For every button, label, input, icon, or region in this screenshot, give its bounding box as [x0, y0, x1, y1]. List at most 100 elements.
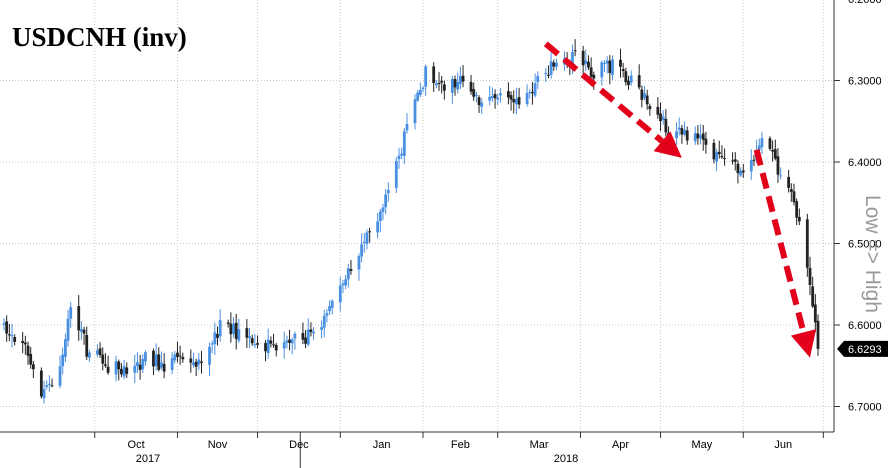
- candle-body: [104, 364, 107, 366]
- candle-body: [664, 118, 668, 133]
- candle-body: [507, 91, 510, 98]
- candle-body: [29, 353, 33, 365]
- candle-body: [197, 359, 201, 365]
- candle-body: [627, 80, 630, 86]
- candle-body: [432, 66, 436, 84]
- x-year-label: 2018: [554, 453, 578, 465]
- candle-body: [693, 133, 697, 142]
- candle-body: [424, 66, 428, 87]
- candle-body: [605, 60, 609, 64]
- axes: [0, 0, 840, 468]
- candle-body: [472, 89, 476, 97]
- candle-body: [544, 72, 548, 74]
- candle-body: [154, 354, 158, 366]
- candle-body: [138, 364, 142, 370]
- candle-body: [7, 334, 11, 336]
- trend-arrow-shaft: [753, 149, 807, 334]
- candle-body: [141, 359, 145, 370]
- candle-body: [136, 362, 139, 367]
- candle-body: [274, 344, 278, 351]
- candle-body: [696, 133, 700, 139]
- candle-body: [386, 189, 390, 194]
- candle-body: [789, 189, 793, 192]
- candle-body: [421, 87, 425, 90]
- candle-body: [61, 354, 65, 367]
- candle-body: [133, 365, 137, 373]
- candle-body: [272, 344, 275, 346]
- candle-body: [264, 343, 267, 352]
- candle-body: [581, 50, 585, 66]
- candle-body: [704, 138, 708, 145]
- candle-body: [461, 75, 465, 82]
- candle-body: [96, 350, 99, 355]
- y-tick-label: 6.2000: [848, 0, 882, 6]
- candle-body: [717, 151, 721, 155]
- candle-body: [488, 96, 492, 101]
- candle-body: [42, 388, 46, 399]
- candle-body: [760, 138, 764, 148]
- candle-body: [741, 170, 745, 173]
- candle-body: [528, 92, 532, 94]
- candle-body: [418, 89, 422, 96]
- candle-body: [328, 306, 331, 312]
- y-tick-label: 6.5000: [848, 239, 882, 251]
- candle-body: [587, 61, 590, 68]
- candle-body: [555, 62, 558, 67]
- y-tick-label: 6.6000: [848, 320, 882, 332]
- last-value-label: 6.6293: [848, 344, 882, 356]
- candle-body: [723, 158, 726, 160]
- candle-body: [797, 216, 801, 222]
- candle-body: [491, 95, 494, 98]
- x-month-label: May: [692, 439, 713, 451]
- candle-body: [552, 62, 556, 67]
- candle-body: [648, 106, 652, 110]
- candle-body: [330, 300, 334, 308]
- candle-body: [731, 160, 734, 162]
- candle-body: [117, 361, 121, 370]
- candle-body: [157, 354, 161, 370]
- candle-body: [325, 313, 329, 316]
- trend-arrow-shaft: [543, 41, 664, 144]
- candle-body: [301, 333, 305, 340]
- candle-body: [194, 361, 198, 367]
- candle-body: [45, 385, 49, 387]
- candle-body: [773, 149, 777, 159]
- candle-body: [512, 99, 516, 103]
- candle-body: [101, 354, 105, 364]
- candle-body: [213, 332, 217, 345]
- candle-body: [768, 138, 772, 149]
- candle-body: [474, 94, 478, 96]
- candle-body: [312, 331, 315, 334]
- candle-body: [152, 350, 155, 367]
- candle-body: [749, 160, 753, 172]
- candle-body: [808, 267, 812, 285]
- inverted-axis-note: Low => High: [861, 195, 884, 313]
- candle-body: [381, 207, 385, 212]
- trend-arrows: [543, 41, 817, 358]
- candle-body: [237, 329, 241, 341]
- x-axis-labels: Oct Nov Dec Jan Feb Mar Apr May Jun 2017 2018: [128, 439, 793, 465]
- candle-body: [624, 71, 628, 83]
- candle-body: [621, 69, 625, 71]
- candle-body: [306, 329, 310, 345]
- candle-body: [643, 93, 646, 98]
- last-value-tag-shape: [837, 340, 888, 357]
- candle-body: [360, 244, 364, 257]
- candle-body: [114, 361, 118, 375]
- candle-body: [733, 159, 737, 162]
- candle-body: [245, 328, 249, 338]
- candle-body: [611, 59, 614, 75]
- candle-body: [517, 97, 521, 105]
- candle-body: [771, 149, 775, 152]
- candle-body: [344, 279, 348, 286]
- candle-body: [787, 176, 791, 188]
- candle-body: [357, 256, 361, 270]
- trend-arrow-head: [653, 131, 682, 158]
- candle-body: [248, 336, 251, 339]
- candle-body: [619, 59, 622, 67]
- candle-body: [531, 91, 534, 94]
- candle-body: [656, 106, 660, 115]
- candle-body: [170, 358, 174, 370]
- candle-body: [288, 339, 291, 343]
